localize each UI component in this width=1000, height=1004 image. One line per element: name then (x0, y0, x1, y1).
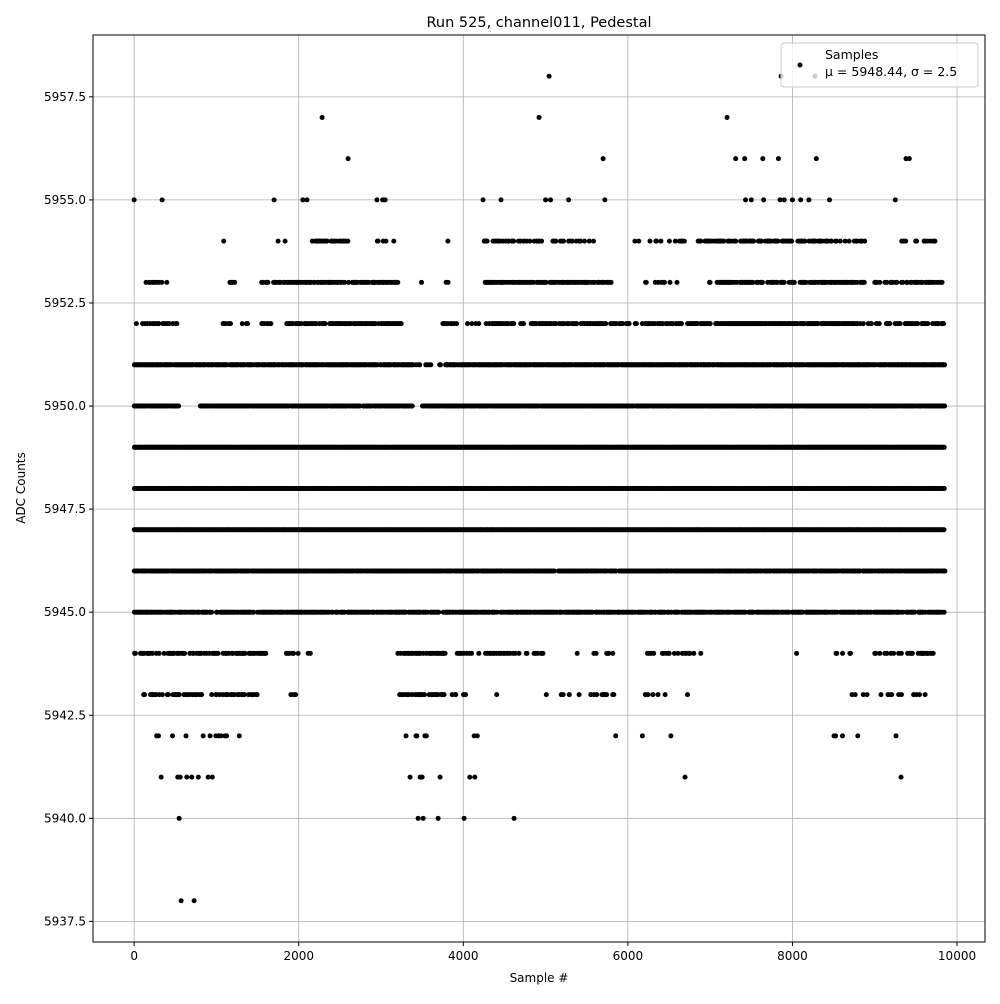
data-point (391, 239, 396, 244)
data-point (903, 239, 908, 244)
data-point (634, 321, 639, 326)
data-point (438, 362, 443, 367)
data-point (914, 239, 919, 244)
data-point (760, 280, 765, 285)
points (132, 74, 948, 904)
data-point (134, 321, 139, 326)
data-point (733, 239, 738, 244)
data-point (877, 280, 882, 285)
data-point (782, 280, 787, 285)
data-point (668, 280, 673, 285)
data-point (862, 239, 867, 244)
chart-title: Run 525, channel011, Pedestal (426, 15, 651, 31)
data-point (869, 321, 874, 326)
data-point (942, 486, 947, 491)
data-point (176, 404, 181, 409)
data-point (485, 239, 490, 244)
data-point (667, 239, 672, 244)
data-point (877, 321, 882, 326)
data-point (228, 321, 233, 326)
data-point (708, 321, 713, 326)
data-point (658, 239, 663, 244)
data-point (591, 239, 596, 244)
data-point (521, 321, 526, 326)
data-point (654, 239, 659, 244)
data-point (898, 321, 903, 326)
data-point (894, 280, 899, 285)
data-point (454, 321, 459, 326)
data-point (511, 239, 516, 244)
data-point (644, 280, 649, 285)
data-point (446, 280, 451, 285)
data-point (675, 280, 680, 285)
data-point (383, 239, 388, 244)
data-point (942, 527, 947, 532)
data-point (789, 239, 794, 244)
data-point (636, 239, 641, 244)
data-point (283, 239, 288, 244)
data-point (887, 321, 892, 326)
data-point (445, 239, 450, 244)
data-point (323, 321, 328, 326)
data-point (662, 280, 667, 285)
data-point (276, 239, 281, 244)
data-point (609, 280, 614, 285)
data-point (941, 321, 946, 326)
data-point (399, 321, 404, 326)
data-point (603, 321, 608, 326)
data-point (682, 239, 687, 244)
data-point (553, 239, 558, 244)
data-point (925, 321, 930, 326)
data-point (417, 362, 422, 367)
data-point (708, 280, 713, 285)
data-point (648, 239, 653, 244)
data-point (465, 321, 470, 326)
data-point (221, 239, 226, 244)
data-point (410, 404, 415, 409)
data-point (847, 239, 852, 244)
data-point (838, 239, 843, 244)
data-point (933, 239, 938, 244)
data-point (159, 280, 164, 285)
data-point (942, 445, 947, 450)
data-point (419, 280, 424, 285)
data-point (245, 321, 250, 326)
data-point (265, 280, 270, 285)
data-point (428, 362, 433, 367)
data-point (174, 321, 179, 326)
data-point (582, 239, 587, 244)
data-point (476, 321, 481, 326)
data-point (345, 239, 350, 244)
data-point (861, 321, 866, 326)
data-point (942, 362, 947, 367)
data-point (627, 321, 632, 326)
data-point (376, 239, 381, 244)
data-point (862, 280, 867, 285)
data-point (232, 280, 237, 285)
data-point (574, 321, 579, 326)
data-point (792, 280, 797, 285)
data-point (942, 404, 947, 409)
data-point (751, 239, 756, 244)
data-point (539, 239, 544, 244)
data-point (561, 239, 566, 244)
data-point (164, 280, 169, 285)
data-point (395, 280, 400, 285)
data-point (527, 239, 532, 244)
data-point (940, 280, 945, 285)
data-point (268, 321, 273, 326)
data-point (511, 321, 516, 326)
data-point (679, 321, 684, 326)
